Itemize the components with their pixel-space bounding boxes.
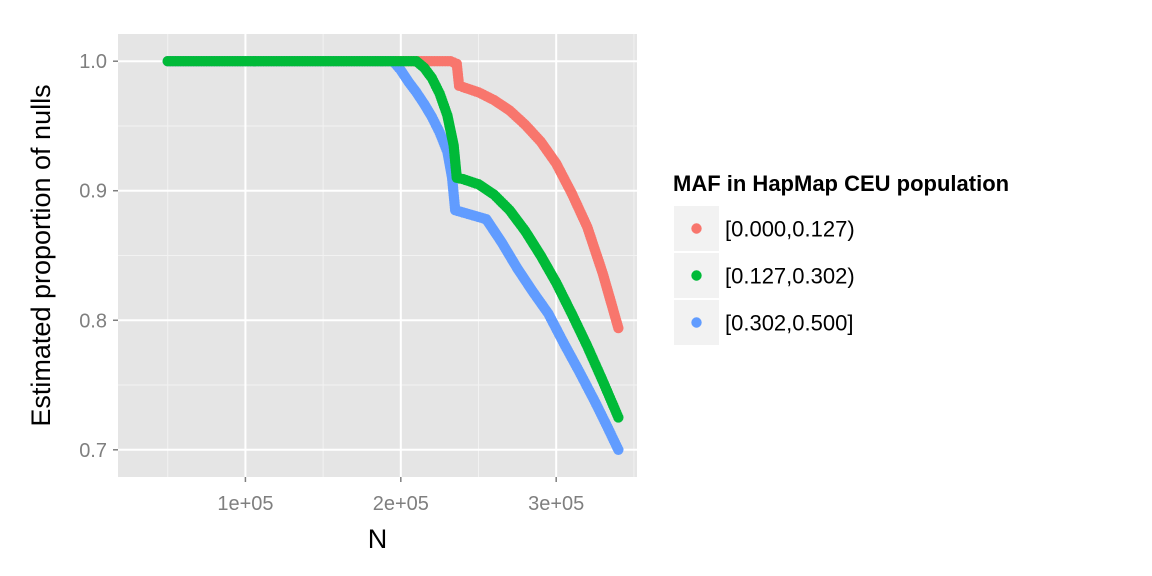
x-tick-label: 1e+05 <box>217 493 273 515</box>
legend-item: [0.302,0.500] <box>674 300 853 345</box>
legend-marker <box>691 270 702 281</box>
legend-label: [0.127,0.302) <box>725 264 855 289</box>
y-axis-ticks: 0.7 0.8 0.9 1.0 <box>79 51 118 462</box>
legend-marker <box>691 317 702 328</box>
legend-item: [0.000,0.127) <box>674 206 855 251</box>
x-axis-ticks: 1e+05 2e+05 3e+05 <box>217 477 584 515</box>
data-point <box>613 322 624 334</box>
legend: MAF in HapMap CEU population [0.000,0.12… <box>673 171 1009 345</box>
minor-gridlines <box>118 34 637 477</box>
series-2 <box>162 56 624 423</box>
legend-items: [0.000,0.127) [0.127,0.302) [0.302,0.500] <box>674 206 855 345</box>
legend-label: [0.302,0.500] <box>725 311 853 336</box>
legend-title: MAF in HapMap CEU population <box>673 171 1009 196</box>
x-axis-title: N <box>368 524 388 554</box>
legend-marker <box>691 223 702 234</box>
data-point <box>613 444 624 455</box>
x-tick-label: 2e+05 <box>373 493 429 515</box>
legend-item: [0.127,0.302) <box>674 253 855 298</box>
x-tick-label: 3e+05 <box>528 493 584 515</box>
legend-label: [0.000,0.127) <box>725 217 855 242</box>
y-tick-label: 0.7 <box>79 440 107 462</box>
y-tick-label: 1.0 <box>79 51 107 73</box>
data-point <box>613 412 624 423</box>
data-points <box>162 56 624 455</box>
y-tick-label: 0.9 <box>79 181 107 203</box>
y-tick-label: 0.8 <box>79 310 107 332</box>
y-axis-title: Estimated proportion of nulls <box>26 84 56 426</box>
